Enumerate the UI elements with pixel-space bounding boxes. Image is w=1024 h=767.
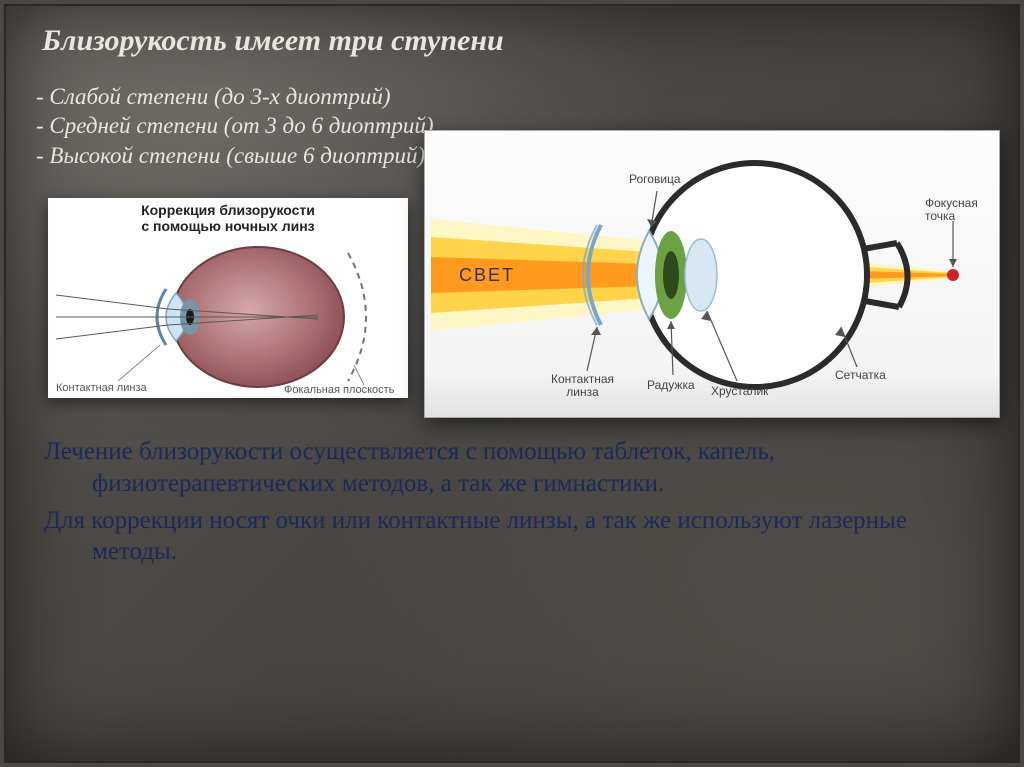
fig1-label-lens: Контактная линза [56, 382, 147, 394]
level-item: - Слабой степени (до 3-х диоптрий) [36, 82, 990, 111]
fig2-label-retina: Сетчатка [835, 369, 886, 382]
fig2-label-light: СВЕТ [459, 265, 515, 285]
figure-light-path: СВЕТ Роговица Фокусная точка Контактная … [424, 130, 1000, 418]
para-1: Лечение близорукости осуществляется с по… [44, 436, 990, 499]
fig2-label-iris: Радужка [647, 379, 695, 392]
figure-night-lens: Коррекция близорукости с помощью ночных … [48, 198, 408, 398]
fig2-svg: СВЕТ [425, 131, 1001, 419]
slide-title: Близорукость имеет три ступени [42, 24, 990, 58]
figures-row: Коррекция близорукости с помощью ночных … [36, 176, 990, 436]
paragraphs: Лечение близорукости осуществляется с по… [44, 436, 990, 567]
content: Близорукость имеет три ступени - Слабой … [6, 6, 1018, 567]
fig1-title-line2: с помощью ночных линз [141, 218, 314, 234]
para-2: Для коррекции носят очки или контактные … [44, 505, 990, 568]
fig2-label-lens2: линза [566, 385, 599, 399]
fig1-svg: Контактная линза Фокальная плоскость [48, 235, 408, 395]
fig1-label-focal: Фокальная плоскость [284, 384, 395, 395]
fig2-label-crystalline: Хрусталик [711, 385, 768, 398]
slide-frame: Близорукость имеет три ступени - Слабой … [4, 4, 1020, 763]
fig1-title-line1: Коррекция близорукости [141, 202, 315, 218]
fig2-label-focal2: точка [925, 209, 955, 223]
fig2-label-cornea: Роговица [629, 173, 681, 186]
